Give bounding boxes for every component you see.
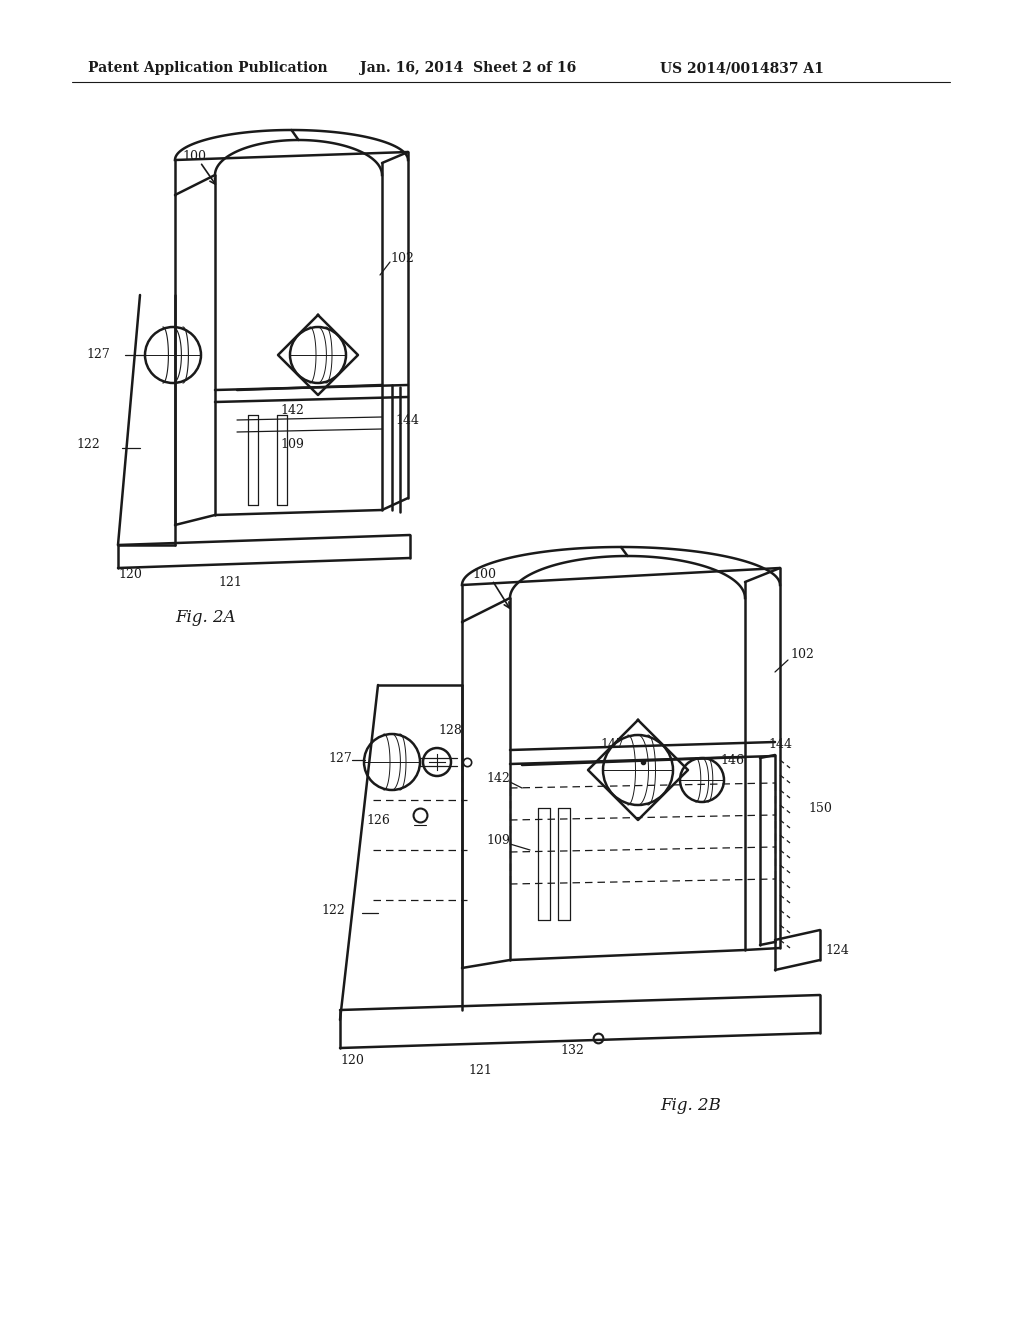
Text: 150: 150 xyxy=(808,801,831,814)
Text: 120: 120 xyxy=(340,1053,364,1067)
Text: 109: 109 xyxy=(486,833,510,846)
Text: 121: 121 xyxy=(468,1064,492,1077)
Text: 126: 126 xyxy=(367,813,390,826)
Text: 132: 132 xyxy=(560,1044,584,1056)
Text: 144: 144 xyxy=(768,738,792,751)
Text: US 2014/0014837 A1: US 2014/0014837 A1 xyxy=(660,61,824,75)
Text: 122: 122 xyxy=(322,903,345,916)
Text: Fig. 2A: Fig. 2A xyxy=(175,610,236,627)
Text: Patent Application Publication: Patent Application Publication xyxy=(88,61,328,75)
Text: Fig. 2B: Fig. 2B xyxy=(660,1097,721,1114)
Text: 102: 102 xyxy=(790,648,814,661)
Text: 121: 121 xyxy=(218,576,242,589)
Text: 122: 122 xyxy=(76,438,100,451)
Text: 147: 147 xyxy=(600,738,624,751)
Text: 142: 142 xyxy=(486,771,510,784)
Text: 128: 128 xyxy=(438,723,462,737)
Text: 127: 127 xyxy=(329,751,352,764)
Text: 124: 124 xyxy=(825,944,849,957)
Text: 127: 127 xyxy=(86,348,110,362)
Text: 100: 100 xyxy=(182,149,206,162)
Text: 144: 144 xyxy=(395,413,419,426)
Text: 102: 102 xyxy=(390,252,414,264)
Text: 109: 109 xyxy=(280,438,304,451)
Text: Jan. 16, 2014  Sheet 2 of 16: Jan. 16, 2014 Sheet 2 of 16 xyxy=(360,61,577,75)
Text: 142: 142 xyxy=(280,404,304,417)
Text: 146: 146 xyxy=(720,754,744,767)
Text: 100: 100 xyxy=(472,568,496,581)
Text: 120: 120 xyxy=(118,569,142,582)
